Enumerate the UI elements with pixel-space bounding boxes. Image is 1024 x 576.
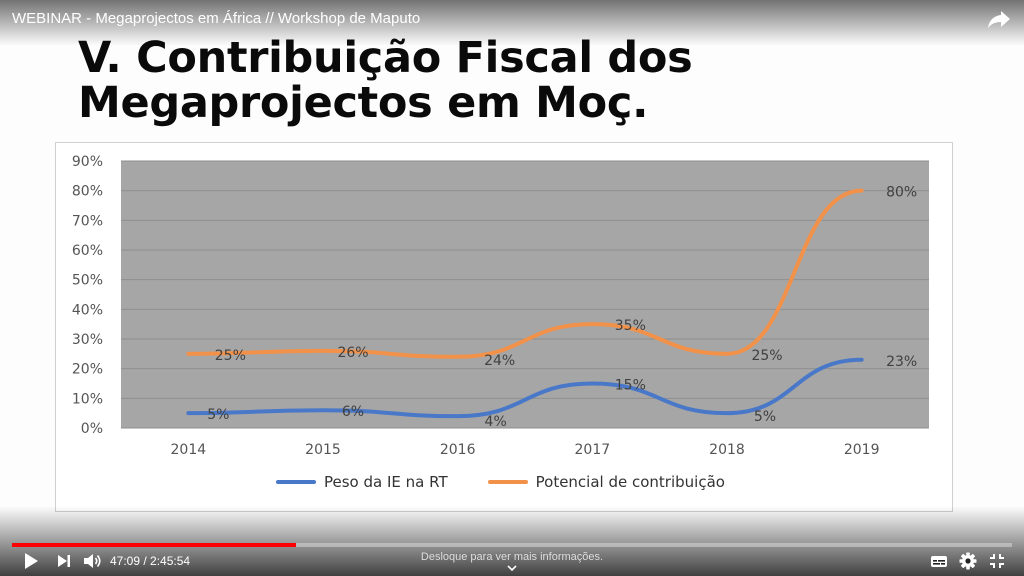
legend-swatch-orange — [487, 480, 528, 484]
x-tick-label: 2016 — [440, 442, 476, 458]
data-label: 6% — [342, 404, 364, 420]
data-label: 23% — [886, 354, 917, 370]
video-title[interactable]: WEBINAR - Megaprojectos em África // Wor… — [12, 10, 421, 27]
chart-container: 0% 10% 20% 30% 40% 50% 60% 70% 80% 90% 2014 2015 201… — [55, 142, 953, 512]
data-label: 26% — [337, 345, 368, 361]
slide-title: V. Contribuição Fiscal dos Megaprojectos… — [78, 33, 693, 128]
chart-legend: Peso da IE na RT Potencial de contribuiç… — [276, 473, 725, 491]
bottom-gradient — [0, 506, 1024, 576]
y-tick-label: 10% — [72, 391, 103, 407]
data-label: 24% — [484, 353, 515, 369]
data-label: 5% — [754, 409, 776, 425]
time-display: 47:09 / 2:45:54 — [110, 554, 191, 568]
data-label: 80% — [886, 185, 917, 201]
series-line — [186, 357, 864, 419]
gear-icon[interactable] — [958, 551, 978, 571]
y-tick-label: 50% — [72, 273, 103, 289]
y-tick-label: 20% — [72, 362, 103, 378]
y-tick-label: 0% — [81, 421, 103, 437]
x-tick-label: 2015 — [305, 442, 341, 458]
progress-bar[interactable] — [12, 543, 1012, 547]
share-icon[interactable] — [986, 8, 1012, 30]
x-tick-label: 2014 — [171, 442, 207, 458]
progress-played — [12, 543, 296, 547]
data-label: 15% — [615, 378, 646, 394]
subtitles-icon[interactable] — [930, 551, 948, 571]
data-label: 35% — [615, 318, 646, 334]
y-tick-label: 90% — [72, 154, 103, 170]
top-gradient — [0, 0, 1024, 46]
play-icon[interactable] — [22, 551, 40, 571]
legend-item-orange: Potencial de contribuição — [487, 473, 725, 491]
data-label: 25% — [215, 348, 246, 364]
y-tick-label: 30% — [72, 332, 103, 348]
x-tick-label: 2017 — [575, 442, 611, 458]
x-tick-label: 2019 — [844, 442, 880, 458]
y-tick-label: 60% — [72, 243, 103, 259]
series-line — [186, 188, 864, 359]
next-icon[interactable] — [55, 551, 73, 571]
y-tick-label: 80% — [72, 184, 103, 200]
data-label: 5% — [207, 407, 229, 423]
legend-label-blue: Peso da IE na RT — [324, 473, 448, 491]
legend-item-blue: Peso da IE na RT — [276, 473, 448, 491]
data-label: 25% — [751, 348, 782, 364]
legend-swatch-blue — [276, 480, 316, 484]
chevron-down-icon[interactable] — [505, 563, 519, 573]
y-tick-label: 70% — [72, 213, 103, 229]
exit-fullscreen-icon[interactable] — [988, 551, 1006, 571]
data-label: 4% — [485, 414, 507, 430]
plot-area — [121, 161, 929, 428]
line-chart: 0% 10% 20% 30% 40% 50% 60% 70% 80% 90% 2014 2015 201… — [72, 154, 929, 458]
y-tick-label: 40% — [72, 302, 103, 318]
volume-icon[interactable] — [82, 551, 102, 571]
legend-label-orange: Potencial de contribuição — [535, 473, 725, 491]
x-tick-label: 2018 — [709, 442, 745, 458]
